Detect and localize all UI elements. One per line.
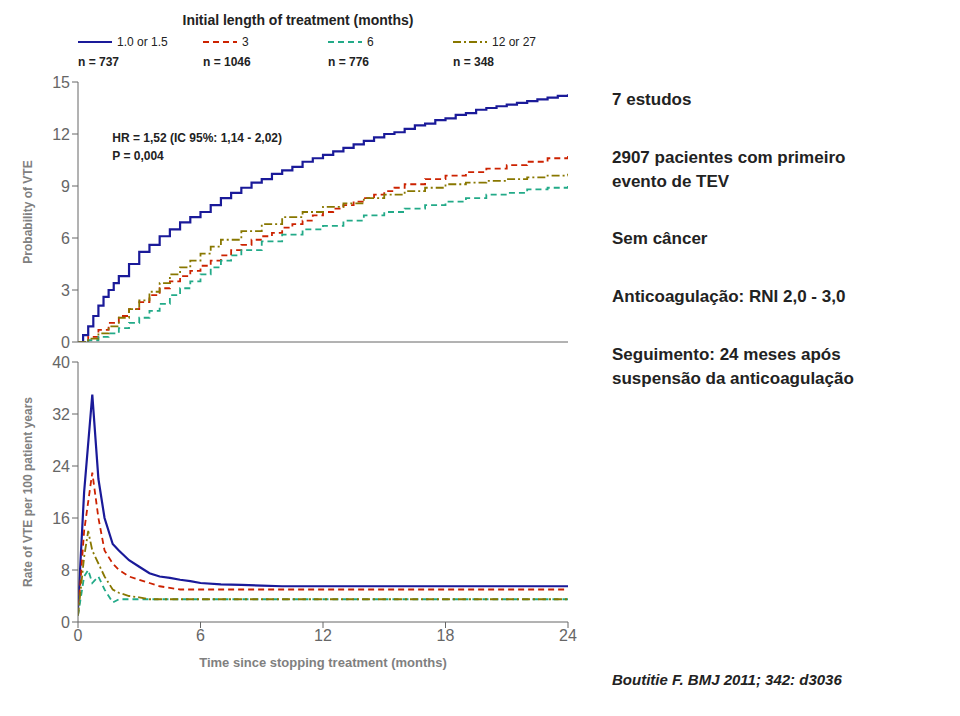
svg-text:9: 9 [61, 178, 70, 195]
svg-text:24: 24 [559, 627, 577, 644]
html-text:2907 pacientes com primeiro ev: 2907 pacientes com primeiro evento de TE… [612, 147, 846, 191]
html-text:HR = 1,52 (IC 95%: 1,14 - 2,02: HR = 1,52 (IC 95%: 1,14 - 2,02) [112, 130, 282, 145]
svg-text:0: 0 [74, 627, 83, 644]
html-text:Seguimento: 24 meses após susp: Seguimento: 24 meses após suspensão da a… [612, 345, 854, 388]
svg-text:18: 18 [437, 627, 455, 644]
html-text:n = 1046: n = 1046 [203, 55, 251, 69]
svg-text:6: 6 [61, 230, 70, 247]
html-text:6: 6 [367, 35, 374, 49]
svg-text:Time since stopping treatment: Time since stopping treatment (months) [199, 655, 447, 670]
svg-text:40: 40 [52, 354, 70, 371]
html-text:Anticoagulação: RNI 2,0 - 3,0: Anticoagulação: RNI 2,0 - 3,0 [612, 287, 846, 307]
html-text:n = 776: n = 776 [328, 55, 369, 69]
html-text:n = 737: n = 737 [78, 55, 119, 69]
html-text:Boutitie F. BMJ 2011; 342: d30: Boutitie F. BMJ 2011; 342: d3036 [612, 671, 842, 688]
html-text:P = 0,004: P = 0,004 [112, 148, 164, 163]
html-text:Sem câncer: Sem câncer [612, 229, 708, 249]
svg-text:0: 0 [61, 614, 70, 631]
svg-text:Rate of VTE per 100 patient ye: Rate of VTE per 100 patient years [21, 397, 35, 587]
svg-text:12: 12 [314, 627, 332, 644]
html-text:3: 3 [242, 35, 249, 49]
svg-text:32: 32 [52, 406, 70, 423]
svg-text:6: 6 [196, 627, 205, 644]
html-text:Initial length of treatment (m: Initial length of treatment (months) [182, 12, 414, 28]
svg-text:3: 3 [61, 282, 70, 299]
html-text:7 estudos: 7 estudos [612, 90, 692, 109]
html-text:12 or 27: 12 or 27 [492, 35, 536, 49]
svg-text:24: 24 [52, 458, 70, 475]
svg-text:0: 0 [61, 334, 70, 351]
svg-text:Probability of VTE: Probability of VTE [21, 160, 35, 263]
svg-text:16: 16 [52, 510, 70, 527]
html-text:1.0 or 1.5: 1.0 or 1.5 [117, 35, 168, 49]
html-text:n = 348: n = 348 [453, 55, 494, 69]
svg-text:12: 12 [52, 126, 70, 143]
svg-text:15: 15 [52, 74, 70, 91]
svg-text:8: 8 [61, 562, 70, 579]
